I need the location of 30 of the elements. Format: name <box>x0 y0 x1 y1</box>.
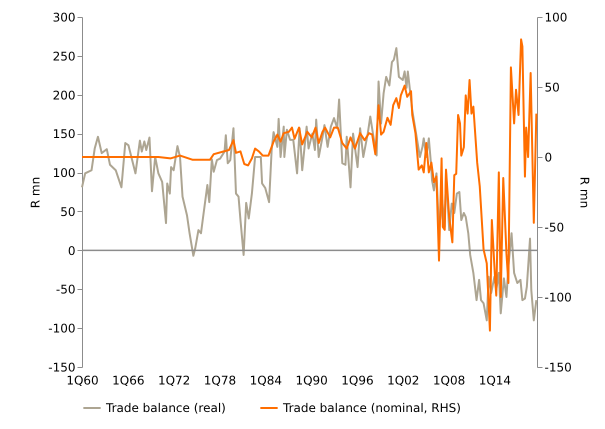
y-tick-label: -150 <box>48 360 76 374</box>
y-tick-label: 0 <box>68 244 76 258</box>
y-tick-label: 150 <box>52 127 76 142</box>
y2-tick-label: -150 <box>544 360 572 374</box>
y-tick-label: 200 <box>52 88 76 102</box>
y2-tick-label: -100 <box>544 290 572 304</box>
y2-tick-label: 100 <box>544 10 568 24</box>
y2-tick-label: 50 <box>544 80 560 94</box>
x-tick-label: 1Q72 <box>158 374 190 388</box>
y-tick-label: 100 <box>52 166 76 180</box>
legend-label: Trade balance (real) <box>105 401 226 415</box>
x-tick-label: 1Q84 <box>250 374 282 388</box>
y2-tick-label: 0 <box>544 150 552 164</box>
x-tick-label: 1Q78 <box>204 374 236 388</box>
y2-axis-title: R mn <box>578 176 592 208</box>
x-tick-label: 1Q90 <box>295 374 328 388</box>
y2-tick-label: -50 <box>544 220 564 234</box>
x-tick-label: 1Q96 <box>341 374 374 388</box>
legend-label: Trade balance (nominal, RHS) <box>282 401 461 415</box>
x-tick-label: 1Q14 <box>478 374 512 388</box>
y-axis-title: R mn <box>28 176 42 208</box>
y-tick-label: -100 <box>48 322 76 336</box>
x-tick-label: 1Q02 <box>387 374 420 388</box>
x-tick-label: 1Q60 <box>66 374 99 388</box>
y-tick-label: 50 <box>60 204 76 219</box>
x-tick-label: 1Q66 <box>112 374 145 388</box>
y-tick-label: -50 <box>56 282 76 297</box>
y-tick-label: 250 <box>52 49 76 64</box>
y-tick-label: 300 <box>52 10 76 24</box>
x-tick-label: 1Q08 <box>432 374 466 388</box>
